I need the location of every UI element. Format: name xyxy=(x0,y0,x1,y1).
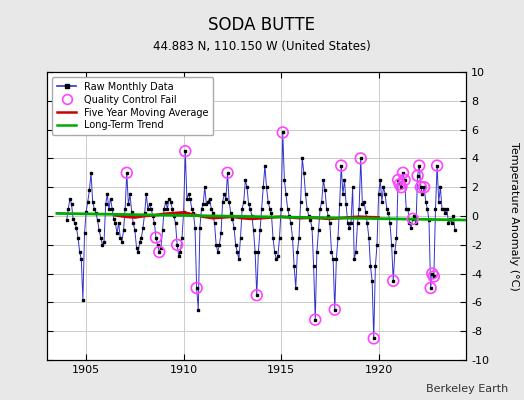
Line: Raw Monthly Data: Raw Monthly Data xyxy=(66,131,456,340)
Quality Control Fail xyxy=(420,184,428,190)
Five Year Moving Average xyxy=(346,215,353,220)
Quality Control Fail xyxy=(433,162,441,169)
Legend: Raw Monthly Data, Quality Control Fail, Five Year Moving Average, Long-Term Tren: Raw Monthly Data, Quality Control Fail, … xyxy=(52,77,213,135)
Quality Control Fail xyxy=(192,285,201,291)
Y-axis label: Temperature Anomaly (°C): Temperature Anomaly (°C) xyxy=(509,142,519,290)
Raw Monthly Data xyxy=(63,218,70,223)
Quality Control Fail xyxy=(400,177,409,183)
Quality Control Fail xyxy=(173,242,181,248)
Quality Control Fail xyxy=(279,129,287,136)
Five Year Moving Average xyxy=(307,215,313,220)
Five Year Moving Average xyxy=(210,216,216,220)
Five Year Moving Average xyxy=(298,216,304,220)
Quality Control Fail xyxy=(152,234,160,241)
Quality Control Fail xyxy=(397,184,406,190)
Quality Control Fail xyxy=(123,170,131,176)
Five Year Moving Average xyxy=(376,215,382,220)
Quality Control Fail xyxy=(389,278,397,284)
Line: Five Year Moving Average: Five Year Moving Average xyxy=(115,212,379,219)
Five Year Moving Average xyxy=(151,213,158,218)
Five Year Moving Average xyxy=(288,215,294,220)
Quality Control Fail xyxy=(399,170,407,176)
Five Year Moving Average xyxy=(180,210,187,215)
Five Year Moving Average xyxy=(258,216,265,220)
Five Year Moving Average xyxy=(122,214,128,219)
Quality Control Fail xyxy=(331,306,339,313)
Five Year Moving Average xyxy=(317,216,323,220)
Raw Monthly Data xyxy=(80,297,86,302)
Five Year Moving Average xyxy=(229,214,235,219)
Five Year Moving Average xyxy=(200,214,206,219)
Five Year Moving Average xyxy=(220,215,226,220)
Quality Control Fail xyxy=(369,335,378,342)
Raw Monthly Data xyxy=(428,286,434,290)
Text: 44.883 N, 110.150 W (United States): 44.883 N, 110.150 W (United States) xyxy=(153,40,371,53)
Five Year Moving Average xyxy=(239,216,245,220)
Raw Monthly Data xyxy=(370,336,377,341)
Five Year Moving Average xyxy=(327,216,333,221)
Quality Control Fail xyxy=(427,285,435,291)
Quality Control Fail xyxy=(155,249,163,255)
Five Year Moving Average xyxy=(356,214,362,219)
Text: Berkeley Earth: Berkeley Earth xyxy=(426,384,508,394)
Raw Monthly Data xyxy=(322,188,328,192)
Quality Control Fail xyxy=(337,162,345,169)
Quality Control Fail xyxy=(415,162,423,169)
Quality Control Fail xyxy=(311,316,320,323)
Five Year Moving Average xyxy=(366,215,372,220)
Quality Control Fail xyxy=(430,273,438,280)
Quality Control Fail xyxy=(417,184,425,190)
Raw Monthly Data xyxy=(90,199,96,204)
Five Year Moving Average xyxy=(112,213,118,218)
Raw Monthly Data xyxy=(452,228,458,233)
Quality Control Fail xyxy=(413,172,422,179)
Five Year Moving Average xyxy=(278,214,285,219)
Five Year Moving Average xyxy=(141,214,148,218)
Quality Control Fail xyxy=(181,148,190,154)
Quality Control Fail xyxy=(356,155,365,162)
Quality Control Fail xyxy=(396,181,404,188)
Raw Monthly Data xyxy=(195,307,201,312)
Text: SODA BUTTE: SODA BUTTE xyxy=(209,16,315,34)
Quality Control Fail xyxy=(409,216,417,222)
Five Year Moving Average xyxy=(132,215,138,220)
Five Year Moving Average xyxy=(161,212,167,216)
Quality Control Fail xyxy=(253,292,261,298)
Raw Monthly Data xyxy=(280,130,286,135)
Five Year Moving Average xyxy=(268,215,275,220)
Five Year Moving Average xyxy=(249,216,255,221)
Five Year Moving Average xyxy=(190,212,196,217)
Quality Control Fail xyxy=(223,170,232,176)
Quality Control Fail xyxy=(428,270,436,277)
Quality Control Fail xyxy=(394,177,402,183)
Raw Monthly Data xyxy=(125,202,132,207)
Five Year Moving Average xyxy=(171,211,177,216)
Five Year Moving Average xyxy=(336,216,343,220)
